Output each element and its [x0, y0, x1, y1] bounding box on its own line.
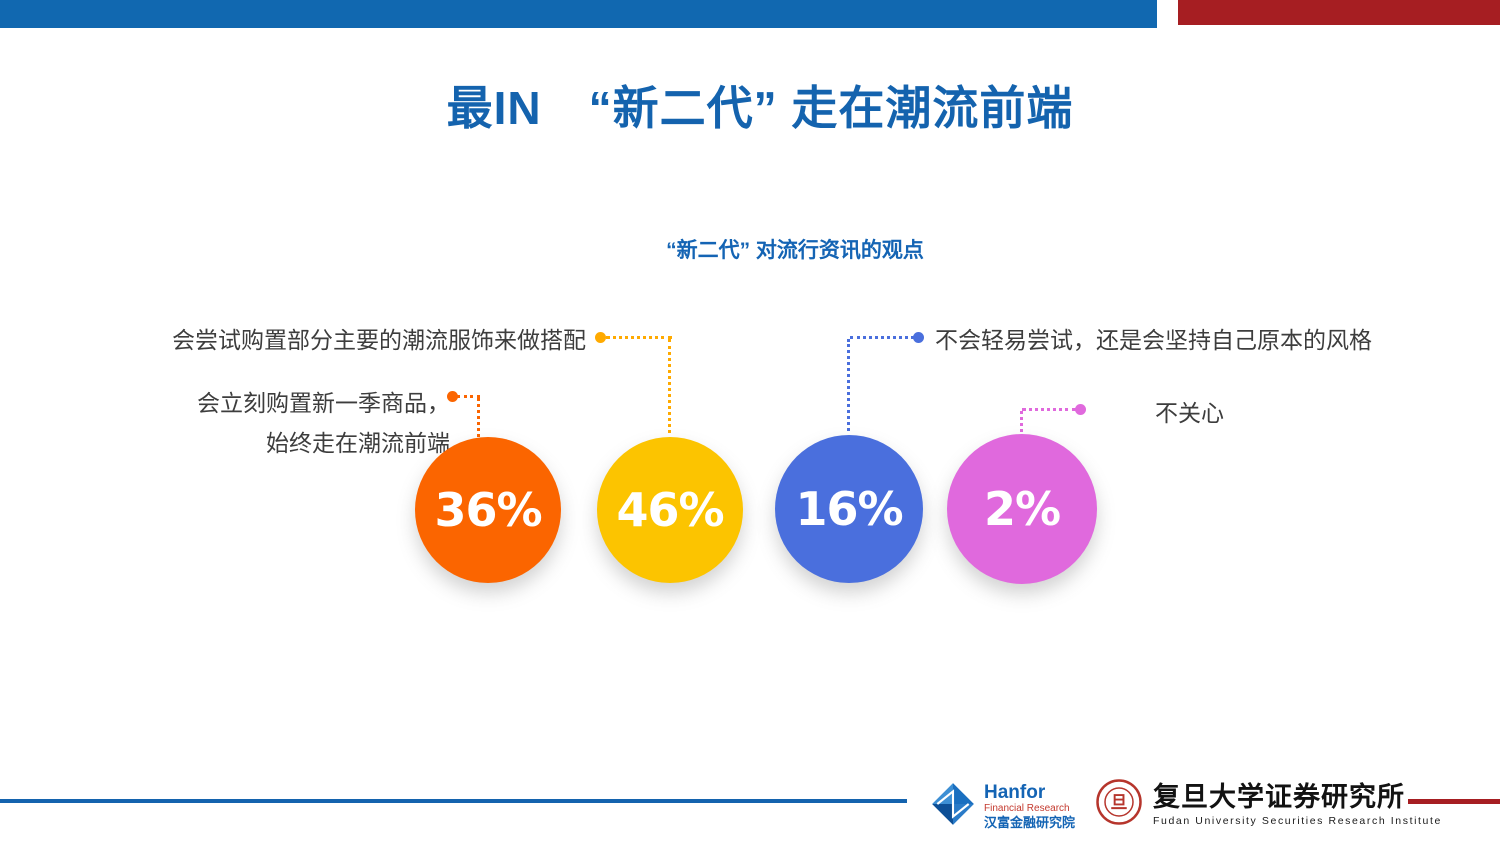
fudan-cn-name: 复旦大学证券研究所 — [1153, 782, 1405, 812]
bubble-try-partial: 46% — [597, 437, 743, 583]
bubble-value-keep-style: 16% — [795, 482, 903, 536]
bubble-value-not-care: 2% — [983, 482, 1061, 536]
bubble-value-buy-new: 36% — [434, 483, 542, 537]
fudan-logo-text: 复旦大学证券研究所 Fudan University Securities Re… — [1153, 782, 1442, 827]
callout-label-buy-new-line2: 始终走在潮流前端 — [266, 430, 450, 456]
callout-line-h-buy-new — [457, 395, 480, 398]
callout-line-h-keep-style — [850, 336, 914, 339]
fudan-logo: 旦 复旦大学证券研究所 Fudan University Securities … — [1095, 778, 1442, 831]
callout-label-not-care: 不关心 — [1155, 400, 1224, 426]
svg-text:旦: 旦 — [1111, 793, 1128, 812]
hanfor-logo: Hanfor Financial Research 汉富金融研究院 — [930, 781, 1075, 832]
hanfor-logo-text: Hanfor Financial Research 汉富金融研究院 — [984, 783, 1075, 830]
callout-dot-keep-style — [913, 332, 924, 343]
hanfor-diamond-icon — [930, 781, 976, 832]
fudan-en-name: Fudan University Securities Research Ins… — [1153, 815, 1442, 827]
callout-label-keep-style: 不会轻易尝试，还是会坚持自己原本的风格 — [935, 327, 1372, 353]
callout-label-buy-new: 会立刻购置新一季商品， 始终走在潮流前端 — [150, 383, 450, 463]
bubble-value-try-partial: 46% — [616, 483, 724, 537]
callout-label-try-partial: 会尝试购置部分主要的潮流服饰来做搭配 — [172, 327, 586, 353]
callout-line-h-try-partial — [606, 336, 672, 339]
callout-dot-not-care — [1075, 404, 1086, 415]
footer-accent-line-blue — [0, 799, 907, 803]
bubble-keep-style: 16% — [775, 435, 923, 583]
callout-line-v-buy-new — [477, 398, 480, 437]
chart-title: “新二代” 对流行资讯的观点 — [666, 239, 924, 262]
callout-line-v-not-care — [1020, 411, 1023, 432]
hanfor-subtitle: Financial Research — [984, 802, 1070, 814]
page-title: 最IN “新二代” 走在潮流前端 — [446, 82, 1074, 134]
footer-accent-line-red — [1408, 799, 1500, 804]
bubble-not-care: 2% — [947, 434, 1097, 584]
callout-dot-try-partial — [595, 332, 606, 343]
top-accent-bar-blue — [0, 0, 1157, 28]
callout-line-v-try-partial — [668, 339, 671, 433]
fudan-seal-icon: 旦 — [1095, 778, 1143, 831]
callout-dot-buy-new — [447, 391, 458, 402]
top-accent-bar-red — [1178, 0, 1500, 25]
callout-line-h-not-care — [1022, 408, 1076, 411]
hanfor-cn-name: 汉富金融研究院 — [984, 815, 1076, 831]
callout-line-v-keep-style — [847, 339, 850, 431]
hanfor-name: Hanfor — [984, 781, 1046, 803]
bubble-buy-new: 36% — [415, 437, 561, 583]
callout-label-buy-new-line1: 会立刻购置新一季商品， — [197, 390, 450, 416]
